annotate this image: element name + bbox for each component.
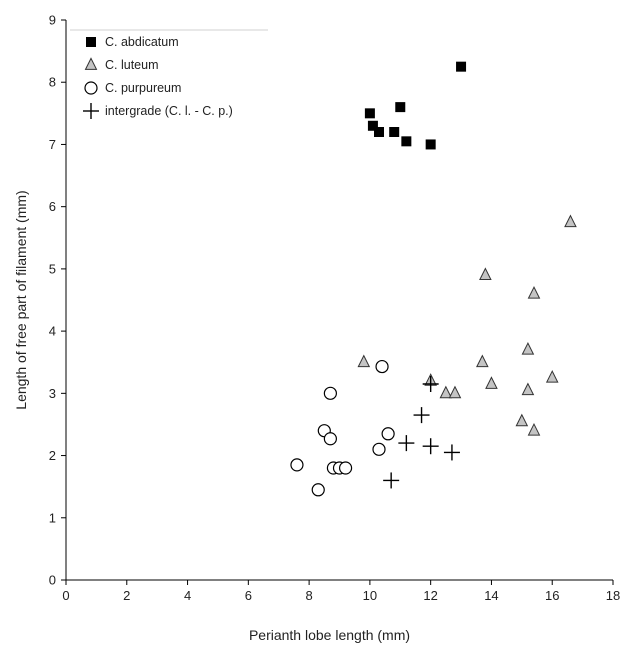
x-axis-title: Perianth lobe length (mm) bbox=[249, 627, 410, 643]
legend-item: C. luteum bbox=[84, 57, 159, 72]
x-tick-label: 2 bbox=[123, 588, 130, 603]
data-point bbox=[527, 286, 541, 299]
data-point bbox=[422, 438, 439, 455]
data-point bbox=[311, 483, 325, 497]
data-point bbox=[443, 444, 460, 461]
legend-marker bbox=[86, 37, 96, 47]
x-tick-label: 12 bbox=[423, 588, 437, 603]
y-tick-label: 4 bbox=[49, 324, 56, 339]
data-points bbox=[290, 61, 577, 497]
legend-marker bbox=[84, 81, 98, 95]
data-point bbox=[545, 370, 559, 383]
legend-item: intergrade (C. l. - C. p.) bbox=[83, 103, 233, 119]
series-2 bbox=[290, 359, 395, 497]
series-1 bbox=[357, 214, 577, 436]
data-point bbox=[372, 442, 386, 456]
data-point bbox=[398, 435, 415, 452]
x-tick-label: 14 bbox=[484, 588, 498, 603]
data-point bbox=[323, 386, 337, 400]
x-tick-label: 4 bbox=[184, 588, 191, 603]
data-point bbox=[357, 354, 371, 368]
data-point bbox=[338, 461, 353, 475]
data-point bbox=[413, 407, 430, 424]
legend-item: C. abdicatum bbox=[86, 35, 179, 49]
y-tick-label: 5 bbox=[49, 261, 56, 276]
x-tick-label: 10 bbox=[363, 588, 377, 603]
data-point bbox=[389, 127, 400, 137]
data-point bbox=[374, 127, 385, 137]
x-tick-label: 18 bbox=[606, 588, 620, 603]
y-tick-label: 3 bbox=[49, 386, 56, 401]
y-tick-label: 8 bbox=[49, 75, 56, 90]
legend-label: C. luteum bbox=[105, 58, 159, 72]
data-point bbox=[323, 432, 337, 446]
legend-marker bbox=[84, 57, 98, 70]
data-point bbox=[367, 120, 378, 131]
data-point bbox=[383, 472, 400, 489]
legend-item: C. purpureum bbox=[84, 81, 181, 95]
legend: C. abdicatum C. luteum C. purpureum intergr… bbox=[70, 29, 268, 119]
data-point bbox=[479, 267, 492, 281]
y-tick-label: 6 bbox=[49, 199, 56, 214]
data-point bbox=[425, 139, 436, 150]
y-axis-title: Length of free part of filament (mm) bbox=[13, 190, 29, 409]
data-point bbox=[381, 427, 395, 441]
y-tick-label: 9 bbox=[49, 13, 56, 28]
legend-label: C. abdicatum bbox=[105, 35, 179, 49]
y-tick-label: 0 bbox=[49, 573, 56, 588]
data-point bbox=[476, 354, 489, 368]
data-point bbox=[527, 422, 541, 436]
data-point bbox=[375, 359, 389, 374]
data-point bbox=[515, 413, 529, 427]
legend-marker bbox=[83, 103, 99, 119]
y-tick-label: 7 bbox=[49, 137, 56, 152]
axes bbox=[65, 20, 613, 581]
legend-label: intergrade (C. l. - C. p.) bbox=[105, 104, 233, 118]
data-point bbox=[422, 376, 439, 392]
data-point bbox=[456, 61, 467, 72]
x-tick-label: 8 bbox=[305, 588, 312, 603]
legend-label: C. purpureum bbox=[105, 81, 181, 95]
data-point bbox=[395, 102, 406, 113]
data-point bbox=[448, 385, 462, 399]
data-point bbox=[364, 108, 375, 119]
y-tick-label: 1 bbox=[49, 510, 56, 525]
data-point bbox=[485, 376, 498, 389]
data-point bbox=[521, 342, 535, 355]
x-tick-label: 16 bbox=[545, 588, 559, 603]
data-point bbox=[439, 385, 453, 399]
y-tick-label: 2 bbox=[49, 448, 56, 463]
series-3 bbox=[383, 376, 460, 489]
x-tick-label: 0 bbox=[62, 588, 69, 603]
data-point bbox=[401, 136, 412, 147]
data-point bbox=[290, 458, 304, 472]
x-tick-label: 6 bbox=[245, 588, 252, 603]
data-point bbox=[564, 214, 577, 228]
data-point bbox=[521, 382, 535, 396]
series-0 bbox=[364, 61, 467, 150]
